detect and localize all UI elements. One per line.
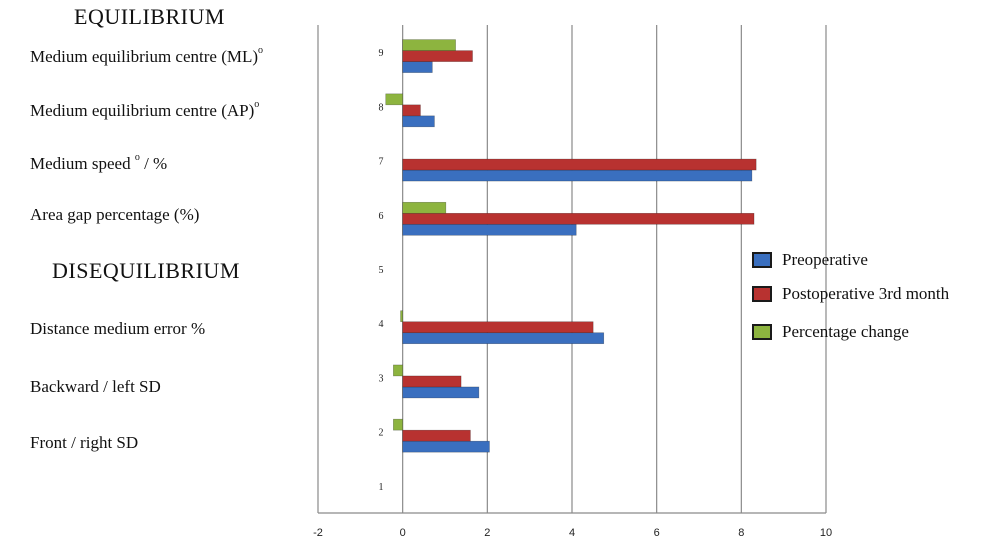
- bar: [402, 158, 757, 171]
- legend-label-percentage-change: Percentage change: [782, 322, 909, 341]
- equilibrium-heading: EQUILIBRIUM: [74, 4, 225, 29]
- row-label-ml: Medium equilibrium centre (ML)o: [30, 45, 264, 66]
- x-tick-label: 0: [400, 527, 406, 539]
- bar: [402, 332, 605, 345]
- x-tick-label: -2: [313, 527, 323, 539]
- bar: [402, 223, 577, 236]
- legend-item-percentage-change: Percentage change: [752, 322, 909, 342]
- bar: [402, 39, 456, 51]
- x-tick-label: 8: [738, 527, 744, 539]
- bar: [400, 310, 403, 323]
- row-label-front-right: Front / right SD: [30, 433, 139, 452]
- legend-swatch-percentage-change: [752, 324, 772, 340]
- bar: [402, 212, 755, 225]
- disequilibrium-heading: DISEQUILIBRIUM: [52, 258, 240, 283]
- category-label: 6: [379, 211, 384, 222]
- bar: [393, 364, 403, 377]
- legend-swatch-preoperative: [752, 252, 772, 268]
- legend-item-preoperative: Preoperative: [752, 250, 868, 270]
- row-label-area-gap: Area gap percentage (%): [30, 205, 200, 224]
- category-label: 9: [379, 48, 384, 59]
- x-tick-label: 6: [654, 527, 660, 539]
- category-label: 4: [379, 319, 384, 330]
- category-label: 3: [379, 373, 384, 384]
- bar: [402, 50, 473, 62]
- legend-item-postoperative: Postoperative 3rd month: [752, 284, 949, 304]
- bar: [402, 386, 480, 399]
- row-label-ap: Medium equilibrium centre (AP)o: [30, 99, 260, 120]
- x-tick-label: 2: [484, 527, 490, 539]
- bar: [402, 321, 594, 334]
- category-label: 1: [379, 482, 384, 493]
- row-label-speed: Medium speed o / %: [30, 152, 168, 173]
- row-label-distance-error: Distance medium error %: [30, 319, 206, 338]
- bar: [393, 418, 403, 431]
- legend-label-postoperative: Postoperative 3rd month: [782, 284, 950, 303]
- bar: [402, 375, 462, 388]
- legend-swatch-postoperative: [752, 286, 772, 302]
- bar: [402, 104, 421, 117]
- category-label: 8: [379, 102, 384, 113]
- x-tick-label: 10: [820, 527, 832, 539]
- bar: [402, 440, 490, 453]
- legend-label-preoperative: Preoperative: [782, 250, 868, 269]
- bar: [402, 61, 433, 73]
- x-tick-label: 4: [569, 527, 575, 539]
- category-label: 5: [379, 265, 384, 276]
- bar: [402, 115, 435, 128]
- bar: [402, 169, 753, 182]
- bar: [402, 429, 471, 442]
- category-label: 7: [379, 157, 384, 168]
- bar: [385, 93, 403, 106]
- bar: [402, 201, 447, 214]
- category-label: 2: [379, 428, 384, 439]
- row-label-backward-left: Backward / left SD: [30, 377, 161, 396]
